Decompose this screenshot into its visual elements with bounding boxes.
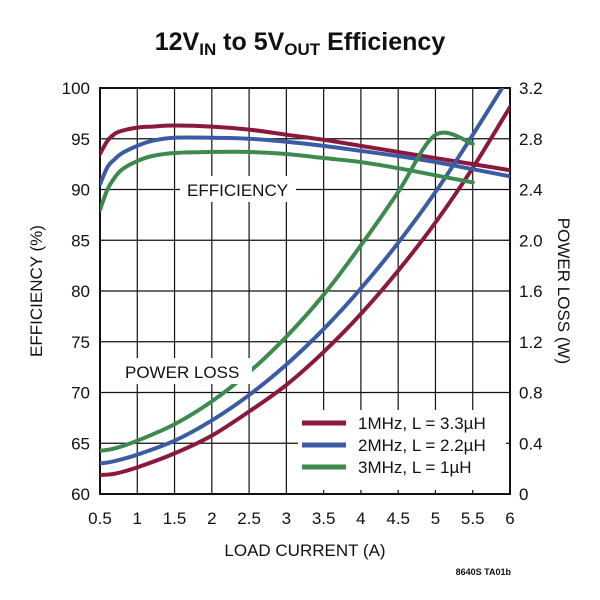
x-tick-label: 2.5 bbox=[237, 509, 261, 528]
x-tick-label: 4 bbox=[356, 509, 365, 528]
power-loss-annotation: POWER LOSS bbox=[125, 363, 239, 382]
x-tick-label: 5 bbox=[431, 509, 440, 528]
efficiency-line-series-3 bbox=[100, 149, 475, 212]
power-loss-line-series-3 bbox=[100, 130, 475, 453]
y-left-axis-label: EFFICIENCY (%) bbox=[27, 225, 46, 357]
legend-label-series-3: 3MHz, L = 1µH bbox=[358, 458, 472, 477]
y-right-tick-label: 3.2 bbox=[519, 79, 543, 98]
legend-label-series-1: 1MHz, L = 3.3µH bbox=[358, 414, 486, 433]
power-loss-line-series-1 bbox=[100, 105, 510, 477]
title-sub-b: OUT bbox=[284, 40, 321, 59]
x-axis-label: LOAD CURRENT (A) bbox=[224, 541, 385, 560]
y-left-tick-label: 100 bbox=[62, 79, 90, 98]
y-left-tick-label: 75 bbox=[71, 333, 90, 352]
legend-label-series-2: 2MHz, L = 2.2µH bbox=[358, 436, 486, 455]
y-right-tick-label: 1.6 bbox=[519, 282, 543, 301]
y-left-tick-label: 95 bbox=[71, 130, 90, 149]
series-lines bbox=[100, 88, 510, 477]
figure-code: 8640S TA01b bbox=[456, 567, 512, 577]
x-tick-label: 2 bbox=[207, 509, 216, 528]
y-left-tick-label: 70 bbox=[71, 384, 90, 403]
power-loss-line-series-2 bbox=[100, 88, 505, 466]
legend: 1MHz, L = 3.3µH 2MHz, L = 2.2µH 3MHz, L = … bbox=[298, 410, 506, 490]
title-part-b: to 5V bbox=[216, 28, 284, 56]
y-right-tick-label: 0.4 bbox=[519, 434, 543, 453]
x-tick-label: 5.5 bbox=[461, 509, 485, 528]
y-left-tick-label: 90 bbox=[71, 181, 90, 200]
y-left-tick-label: 85 bbox=[71, 231, 90, 250]
efficiency-line-series-1 bbox=[100, 123, 510, 173]
y-right-tick-label: 0 bbox=[519, 485, 528, 504]
y-right-tick-label: 2.8 bbox=[519, 130, 543, 149]
y-right-tick-labels: 0 0.4 0.8 1.2 1.6 2.0 2.4 2.8 3.2 bbox=[519, 79, 543, 504]
x-tick-label: 1 bbox=[133, 509, 142, 528]
x-tick-label: 4.5 bbox=[386, 509, 410, 528]
y-right-axis-label: POWER LOSS (W) bbox=[554, 218, 573, 364]
y-right-tick-label: 0.8 bbox=[519, 384, 543, 403]
plot-frame bbox=[99, 87, 511, 495]
x-tick-label: 6 bbox=[505, 509, 514, 528]
title-part-c: Efficiency bbox=[320, 28, 445, 56]
efficiency-annotation-bg bbox=[180, 176, 296, 202]
y-left-tick-label: 60 bbox=[71, 485, 90, 504]
title-sub-a: IN bbox=[199, 40, 216, 59]
x-tick-labels: 0.5 1 1.5 2 2.5 3 3.5 4 4.5 5 5.5 6 bbox=[88, 509, 515, 528]
y-left-tick-label: 80 bbox=[71, 282, 90, 301]
chart-title: 12VIN to 5VOUT Efficiency bbox=[155, 28, 446, 59]
efficiency-annotation: EFFICIENCY bbox=[187, 181, 288, 200]
x-tick-label: 3 bbox=[282, 509, 291, 528]
x-tick-label: 3.5 bbox=[312, 509, 336, 528]
y-left-tick-label: 65 bbox=[71, 434, 90, 453]
power-loss-annotation-bg bbox=[118, 358, 252, 384]
y-left-tick-labels: 60 65 70 75 80 85 90 95 100 bbox=[62, 79, 90, 504]
title-part-a: 12V bbox=[155, 28, 200, 56]
y-right-tick-label: 2.0 bbox=[519, 231, 543, 250]
x-tick-label: 1.5 bbox=[163, 509, 187, 528]
x-tick-label: 0.5 bbox=[88, 509, 112, 528]
y-right-tick-label: 2.4 bbox=[519, 181, 543, 200]
y-right-tick-label: 1.2 bbox=[519, 333, 543, 352]
